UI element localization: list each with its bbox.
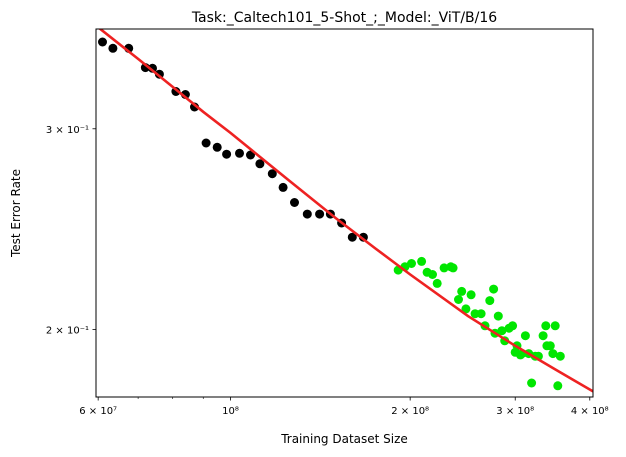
data-point xyxy=(553,381,563,391)
data-point xyxy=(235,148,244,158)
data-point xyxy=(108,43,118,53)
data-point xyxy=(476,309,486,319)
plot-frame xyxy=(95,28,594,398)
data-point xyxy=(212,142,222,152)
data-point xyxy=(457,286,467,296)
data-point xyxy=(461,304,471,314)
data-point xyxy=(267,169,277,179)
data-point xyxy=(466,290,476,300)
data-point xyxy=(508,321,518,331)
plot-marks xyxy=(98,29,593,393)
x-tick-label: 2 × 10⁸ xyxy=(391,406,429,417)
data-point xyxy=(497,326,507,336)
data-point xyxy=(493,311,503,321)
data-point xyxy=(315,209,325,219)
data-point xyxy=(550,321,560,331)
data-point xyxy=(454,295,463,304)
data-point xyxy=(485,296,495,306)
data-point xyxy=(347,232,357,242)
data-point xyxy=(428,270,437,279)
data-point xyxy=(439,263,449,273)
data-point xyxy=(432,278,442,288)
data-point xyxy=(520,331,530,341)
data-point xyxy=(290,198,299,207)
data-point xyxy=(489,284,499,294)
data-point xyxy=(407,259,416,268)
data-point xyxy=(548,349,558,359)
x-axis-ticks: 6 × 10⁷ 10⁸ 2 × 10⁸ 3 × 10⁸ 4 × 10⁸ xyxy=(79,397,609,417)
data-point xyxy=(448,263,458,273)
x-axis-label: Training Dataset Size xyxy=(280,432,408,446)
data-point xyxy=(201,138,211,148)
data-point xyxy=(302,209,312,219)
data-point xyxy=(538,331,548,341)
data-point xyxy=(545,341,555,351)
y-axis-label: Test Error Rate xyxy=(9,169,23,258)
data-point xyxy=(190,102,199,112)
data-point xyxy=(278,182,288,192)
x-tick-label: 4 × 10⁸ xyxy=(571,406,609,417)
data-point xyxy=(255,159,265,169)
data-point xyxy=(527,378,537,388)
chart-title: Task:_Caltech101_5-Shot_;_Model:_ViT/B/1… xyxy=(191,10,497,26)
data-point xyxy=(541,321,551,331)
y-tick-label: 3 × 10⁻¹ xyxy=(46,125,89,136)
data-point xyxy=(555,351,565,361)
data-point xyxy=(98,37,107,47)
data-point xyxy=(417,256,427,266)
data-point xyxy=(222,149,232,159)
fit-line xyxy=(98,29,593,393)
y-axis-ticks: 2 × 10⁻¹ 3 × 10⁻¹ xyxy=(46,125,96,336)
x-tick-label: 6 × 10⁷ xyxy=(79,406,117,417)
x-tick-label: 10⁸ xyxy=(222,406,239,417)
data-point xyxy=(148,63,157,73)
y-tick-label: 2 × 10⁻¹ xyxy=(46,325,89,336)
data-point xyxy=(246,150,255,160)
x-tick-label: 3 × 10⁸ xyxy=(496,406,534,417)
